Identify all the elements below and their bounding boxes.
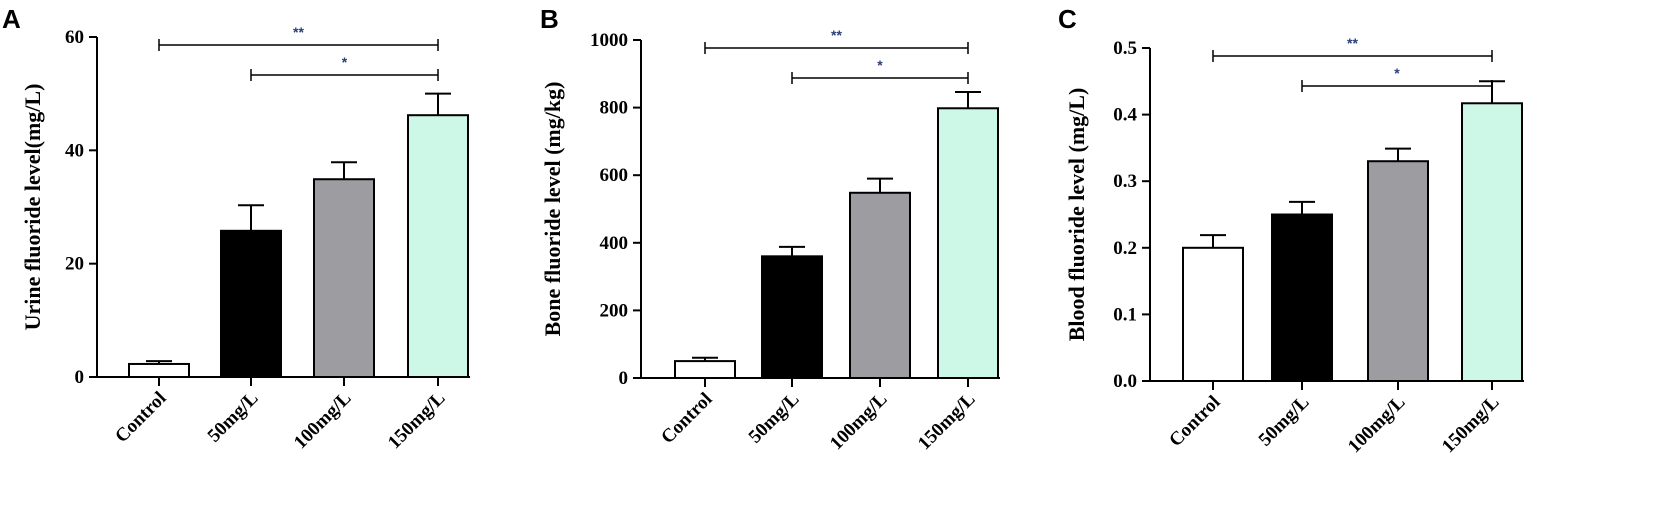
y-tick-label: 200 xyxy=(600,300,629,321)
bar xyxy=(128,362,190,379)
y-tick-label: 40 xyxy=(65,140,84,161)
bar xyxy=(937,107,999,379)
panel-b: B Bone fluoride level (mg/kg) 0 200 400 600 80… xyxy=(540,4,1000,454)
significance-label: ** xyxy=(293,24,304,40)
bar xyxy=(674,360,736,380)
y-tick-label: 600 xyxy=(600,165,629,186)
bar xyxy=(407,114,469,378)
y-axis-label: Urine fluoride level(mg/L) xyxy=(20,84,45,331)
x-tick-label: 50mg/L xyxy=(745,389,804,448)
bar xyxy=(849,191,911,379)
bar xyxy=(1182,246,1244,382)
y-axis-label: Bone fluoride level (mg/kg) xyxy=(540,82,565,337)
x-tick-label: 100mg/L xyxy=(290,388,356,454)
bar xyxy=(1271,213,1333,382)
y-tick-label: 0.4 xyxy=(1113,105,1137,126)
x-tick-label: Control xyxy=(111,388,170,447)
y-tick-label: 60 xyxy=(65,27,84,48)
panel-letter: C xyxy=(1058,4,1077,34)
y-tick-label: 800 xyxy=(600,98,629,119)
y-tick-label: 0 xyxy=(75,367,85,388)
significance-label: ** xyxy=(1347,35,1358,51)
x-tick-label: 150mg/L xyxy=(1438,392,1504,458)
significance-label: * xyxy=(1394,65,1400,81)
y-tick-label: 0.2 xyxy=(1113,238,1137,259)
x-tick-label: 50mg/L xyxy=(204,388,263,447)
panel-letter: A xyxy=(2,4,21,34)
significance-label: * xyxy=(342,54,348,70)
y-axis-label: Blood fluoride level (mg/L) xyxy=(1064,88,1089,342)
y-tick-label: 400 xyxy=(600,233,629,254)
panel-letter: B xyxy=(540,4,559,34)
panel-c: C Blood fluoride level (mg/L) 0.0 0.1 0.2 0.3… xyxy=(1058,4,1524,457)
y-tick-label: 0.0 xyxy=(1113,371,1137,392)
x-tick-label: 100mg/L xyxy=(826,389,892,455)
x-tick-label: Control xyxy=(657,389,716,448)
bar xyxy=(761,255,823,380)
x-tick-label: 150mg/L xyxy=(914,389,980,455)
significance-label: ** xyxy=(831,27,842,43)
bar xyxy=(313,178,375,378)
significance-label: * xyxy=(877,57,883,73)
y-tick-label: 0.5 xyxy=(1113,38,1137,59)
y-tick-label: 20 xyxy=(65,254,84,275)
x-tick-label: 100mg/L xyxy=(1344,392,1410,458)
y-tick-label: 0 xyxy=(619,368,629,389)
x-tick-label: Control xyxy=(1165,392,1224,451)
bar xyxy=(220,229,282,378)
bar xyxy=(1367,160,1429,382)
x-tick-label: 50mg/L xyxy=(1255,392,1314,451)
bar xyxy=(1461,102,1523,382)
y-tick-label: 0.1 xyxy=(1113,304,1137,325)
y-tick-label: 1000 xyxy=(590,30,628,51)
panel-a: A Urine fluoride level(mg/L) 0 20 40 60 Contro… xyxy=(2,4,470,453)
y-tick-label: 0.3 xyxy=(1113,171,1137,192)
x-tick-label: 150mg/L xyxy=(384,388,450,454)
